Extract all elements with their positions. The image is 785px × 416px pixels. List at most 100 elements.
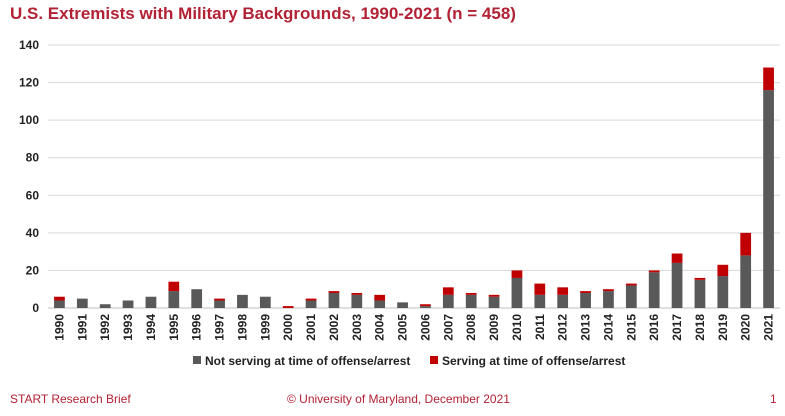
bar-not-serving xyxy=(214,300,225,308)
bar-serving xyxy=(740,232,752,256)
y-axis: 0 20 40 60 80 100 120 140 xyxy=(19,38,39,315)
x-tick-label: 1995 xyxy=(167,314,181,341)
bar-not-serving xyxy=(671,262,683,308)
chart-title: U.S. Extremists with Military Background… xyxy=(10,4,516,23)
bars xyxy=(54,67,774,308)
bar-serving xyxy=(328,291,340,293)
bar-not-serving xyxy=(534,294,546,308)
bar-not-serving xyxy=(488,296,500,308)
x-tick-label: 2017 xyxy=(670,314,684,341)
bar-not-serving xyxy=(625,285,637,308)
x-tick-label: 2019 xyxy=(716,314,730,341)
bar-serving xyxy=(351,292,363,295)
x-tick-label: 1999 xyxy=(258,314,272,341)
bar-not-serving xyxy=(511,277,523,308)
x-tick-label: 2014 xyxy=(601,314,615,341)
x-tick-label: 1992 xyxy=(98,314,112,341)
bar-serving xyxy=(54,296,65,301)
legend-swatch-serving xyxy=(430,356,438,364)
footer-source: START Research Brief xyxy=(10,392,131,406)
x-tick-label: 1994 xyxy=(144,314,158,341)
footer-copyright: © University of Maryland, December 2021 xyxy=(287,392,510,406)
y-tick-label: 60 xyxy=(26,188,40,202)
x-tick-label: 2005 xyxy=(396,314,410,341)
y-tick-label: 120 xyxy=(19,76,39,90)
bar-serving xyxy=(168,281,180,292)
bar-not-serving xyxy=(305,300,317,308)
y-tick-label: 100 xyxy=(19,113,39,127)
bar-serving xyxy=(603,289,614,292)
bar-not-serving xyxy=(259,296,271,308)
bar-serving xyxy=(763,67,774,91)
x-tick-label: 2012 xyxy=(556,314,570,341)
bar-not-serving xyxy=(580,292,591,308)
bar-serving xyxy=(511,270,523,278)
x-tick-label: 2013 xyxy=(579,314,593,341)
bar-serving xyxy=(534,283,546,295)
x-tick-label: 2003 xyxy=(350,314,364,341)
bar-serving xyxy=(580,291,591,293)
bar-serving xyxy=(420,304,431,307)
bar-serving xyxy=(717,264,729,277)
y-tick-label: 140 xyxy=(19,38,39,52)
x-tick-label: 2021 xyxy=(762,314,776,341)
bar-serving xyxy=(625,283,637,286)
x-tick-label: 2000 xyxy=(281,314,295,341)
y-tick-label: 20 xyxy=(26,263,40,277)
bar-serving xyxy=(671,253,683,263)
bar-not-serving xyxy=(717,276,729,308)
bar-serving xyxy=(214,298,225,301)
x-tick-label: 2002 xyxy=(327,314,341,341)
bar-serving xyxy=(694,277,706,280)
x-tick-label: 2009 xyxy=(487,314,501,341)
bar-not-serving xyxy=(442,294,454,308)
x-tick-label: 2015 xyxy=(624,314,638,341)
bar-serving xyxy=(465,292,477,295)
x-tick-label: 2018 xyxy=(693,314,707,341)
y-tick-label: 0 xyxy=(32,301,39,315)
x-tick-label: 2011 xyxy=(533,314,547,340)
bar-not-serving xyxy=(145,296,157,308)
bar-not-serving xyxy=(648,272,660,308)
bar-not-serving xyxy=(328,292,340,308)
bar-not-serving xyxy=(54,300,65,308)
bar-not-serving xyxy=(351,294,363,308)
legend-swatch-not-serving xyxy=(193,356,201,364)
x-tick-label: 1991 xyxy=(75,314,89,341)
bar-not-serving xyxy=(191,289,203,308)
legend-label-serving: Serving at time of offense/arrest xyxy=(442,354,625,368)
bar-serving xyxy=(442,287,454,295)
bar-not-serving xyxy=(122,300,134,308)
bar-not-serving xyxy=(557,294,569,308)
x-tick-label: 1998 xyxy=(235,314,249,341)
legend: Not serving at time of offense/arrest Se… xyxy=(193,354,625,368)
x-tick-label: 2001 xyxy=(304,314,318,341)
x-tick-label: 1990 xyxy=(52,314,66,341)
bar-not-serving xyxy=(420,306,431,308)
x-tick-label: 2020 xyxy=(739,314,753,341)
x-tick-label: 2006 xyxy=(418,314,432,341)
bar-serving xyxy=(305,298,317,301)
bar-serving xyxy=(648,270,660,273)
gridlines xyxy=(48,44,780,309)
x-tick-label: 2010 xyxy=(510,314,524,341)
y-tick-label: 80 xyxy=(26,151,40,165)
bar-not-serving xyxy=(374,300,386,308)
page-number: 1 xyxy=(770,392,777,406)
x-tick-label: 2016 xyxy=(647,314,661,341)
x-tick-label: 1993 xyxy=(121,314,135,341)
bar-not-serving xyxy=(99,304,111,308)
x-tick-label: 1996 xyxy=(190,314,204,341)
bar-not-serving xyxy=(694,279,706,308)
bar-not-serving xyxy=(763,90,774,308)
bar-not-serving xyxy=(76,298,88,308)
bar-not-serving xyxy=(168,291,180,308)
x-tick-label: 2004 xyxy=(373,314,387,341)
bar-not-serving xyxy=(237,294,248,308)
x-tick-label: 2008 xyxy=(464,314,478,341)
x-tick-label: 1997 xyxy=(213,314,227,341)
bar-not-serving xyxy=(397,302,408,308)
legend-label-not-serving: Not serving at time of offense/arrest xyxy=(205,354,410,368)
bar-not-serving xyxy=(603,291,614,308)
